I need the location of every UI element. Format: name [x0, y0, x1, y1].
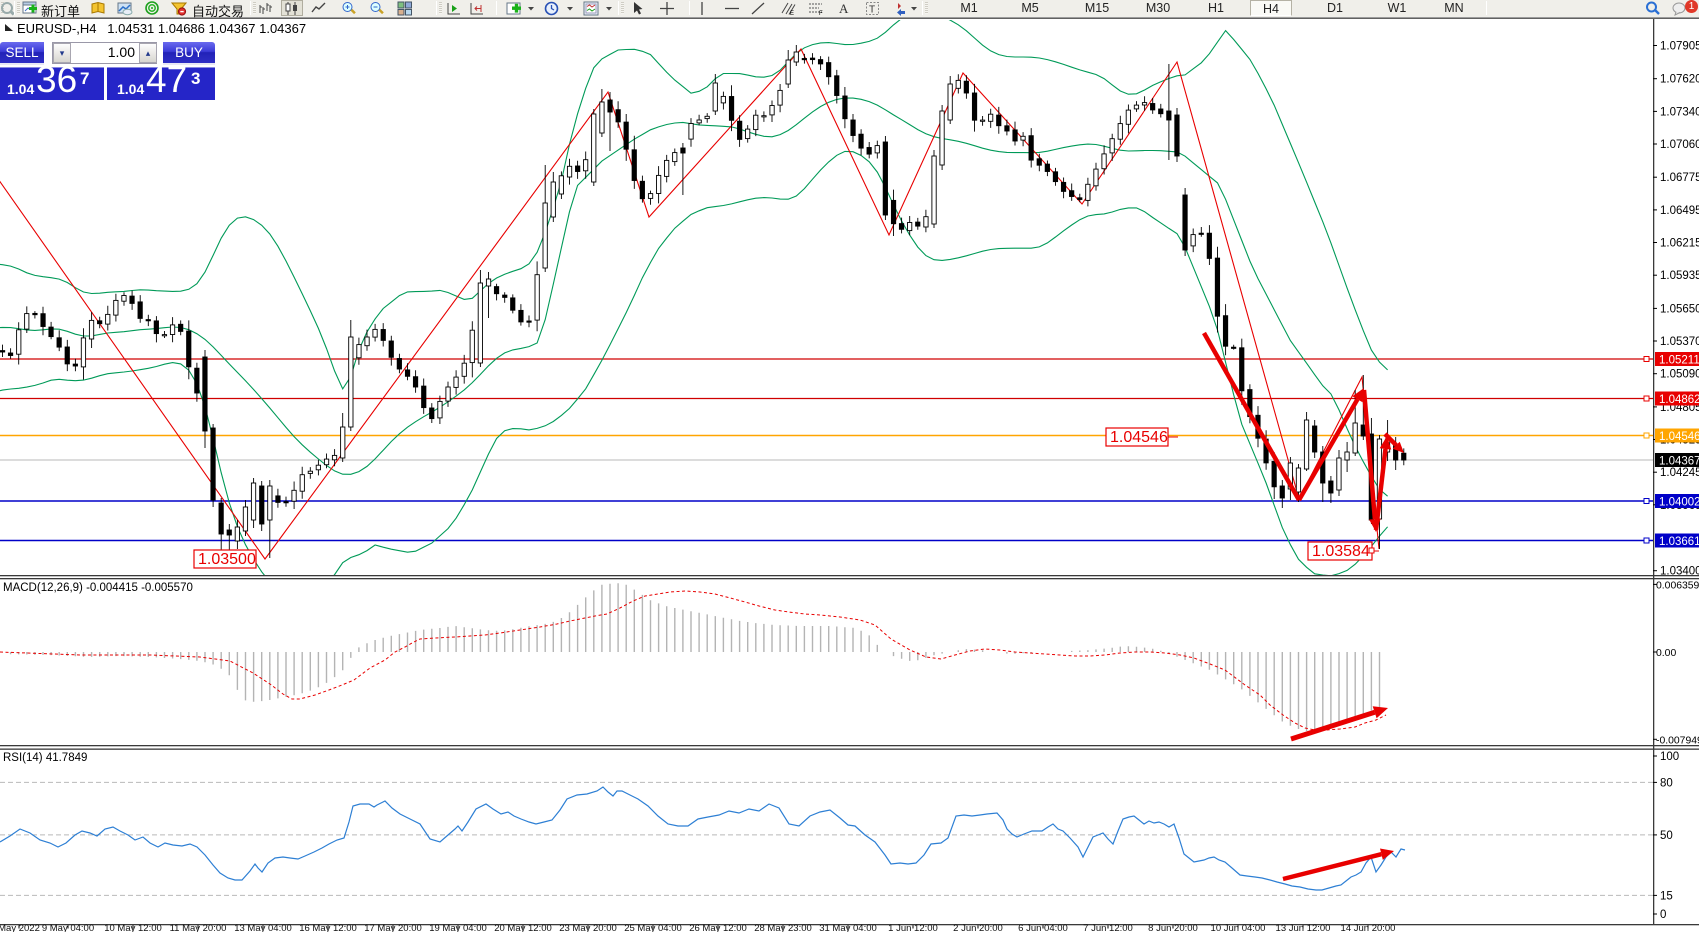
- svg-text:May 2022: May 2022: [0, 923, 40, 932]
- svg-text:1.04002: 1.04002: [1659, 497, 1699, 509]
- svg-text:1.07905: 1.07905: [1660, 41, 1699, 53]
- svg-text:0: 0: [1660, 909, 1666, 921]
- svg-text:1.03584: 1.03584: [1312, 543, 1370, 560]
- svg-text:10 Jun 04:00: 10 Jun 04:00: [1211, 923, 1266, 932]
- svg-text:RSI(14) 41.7849: RSI(14) 41.7849: [3, 752, 87, 764]
- svg-text:10 May 12:00: 10 May 12:00: [104, 923, 162, 932]
- svg-text:13 May 04:00: 13 May 04:00: [234, 923, 292, 932]
- svg-text:1.06495: 1.06495: [1660, 205, 1699, 217]
- svg-text:1.04546: 1.04546: [1110, 429, 1168, 446]
- svg-text:25 May 04:00: 25 May 04:00: [624, 923, 682, 932]
- svg-text:19 May 04:00: 19 May 04:00: [429, 923, 487, 932]
- svg-text:1.04245: 1.04245: [1660, 467, 1699, 479]
- svg-text:1.05935: 1.05935: [1660, 270, 1699, 282]
- svg-text:1.04862: 1.04862: [1659, 394, 1699, 406]
- svg-text:16 May 12:00: 16 May 12:00: [299, 923, 357, 932]
- svg-text:1.07060: 1.07060: [1660, 139, 1699, 151]
- svg-text:-0.007949: -0.007949: [1656, 735, 1699, 746]
- svg-text:1.06215: 1.06215: [1660, 238, 1699, 250]
- svg-text:1.03661: 1.03661: [1659, 536, 1699, 548]
- svg-text:15: 15: [1660, 890, 1673, 902]
- svg-text:E: E: [790, 11, 794, 16]
- svg-text:1.04546: 1.04546: [1659, 431, 1699, 443]
- svg-text:1.07340: 1.07340: [1660, 106, 1699, 118]
- svg-text:11 May 20:00: 11 May 20:00: [170, 923, 227, 932]
- svg-text:20 May 12:00: 20 May 12:00: [494, 923, 552, 932]
- svg-text:1.05370: 1.05370: [1660, 336, 1699, 348]
- svg-text:0.006359: 0.006359: [1656, 580, 1699, 591]
- svg-text:1 Jun 12:00: 1 Jun 12:00: [888, 923, 938, 932]
- svg-text:A: A: [839, 1, 849, 16]
- svg-text:8 Jun 20:00: 8 Jun 20:00: [1148, 923, 1198, 932]
- svg-text:50: 50: [1660, 830, 1673, 842]
- svg-text:17 May 20:00: 17 May 20:00: [364, 923, 422, 932]
- svg-text:14 Jun 20:00: 14 Jun 20:00: [1341, 923, 1396, 932]
- svg-text:100: 100: [1660, 751, 1679, 763]
- svg-text:31 May 04:00: 31 May 04:00: [819, 923, 877, 932]
- svg-text:EURUSD-,H4 1.04531 1.04686 1: EURUSD-,H4 1.04531 1.04686 1.04367 1.043…: [17, 21, 306, 36]
- svg-text:6 Jun 04:00: 6 Jun 04:00: [1018, 923, 1068, 932]
- svg-text:1.05211: 1.05211: [1659, 355, 1699, 367]
- svg-text:28 May 23:00: 28 May 23:00: [754, 923, 812, 932]
- svg-text:1.05090: 1.05090: [1660, 369, 1699, 381]
- svg-text:2 Jun 20:00: 2 Jun 20:00: [953, 923, 1003, 932]
- svg-text:T: T: [869, 5, 875, 16]
- svg-text:1.04367: 1.04367: [1659, 456, 1699, 468]
- svg-text:1.03500: 1.03500: [198, 551, 256, 568]
- svg-text:23 May 20:00: 23 May 20:00: [559, 923, 617, 932]
- svg-text:1.06775: 1.06775: [1660, 172, 1699, 184]
- svg-text:0.00: 0.00: [1656, 648, 1676, 659]
- svg-text:26 May 12:00: 26 May 12:00: [689, 923, 747, 932]
- svg-text:7 Jun 12:00: 7 Jun 12:00: [1083, 923, 1133, 932]
- svg-text:13 Jun 12:00: 13 Jun 12:00: [1276, 923, 1331, 932]
- svg-text:MACD(12,26,9) -0.004415 -0.005: MACD(12,26,9) -0.004415 -0.005570: [3, 582, 193, 594]
- svg-text:1.03400: 1.03400: [1660, 566, 1699, 578]
- svg-text:9 May 04:00: 9 May 04:00: [42, 923, 94, 932]
- svg-text:F: F: [819, 11, 823, 16]
- svg-text:80: 80: [1660, 777, 1673, 789]
- svg-text:1.07620: 1.07620: [1660, 74, 1699, 86]
- svg-text:1.05650: 1.05650: [1660, 303, 1699, 315]
